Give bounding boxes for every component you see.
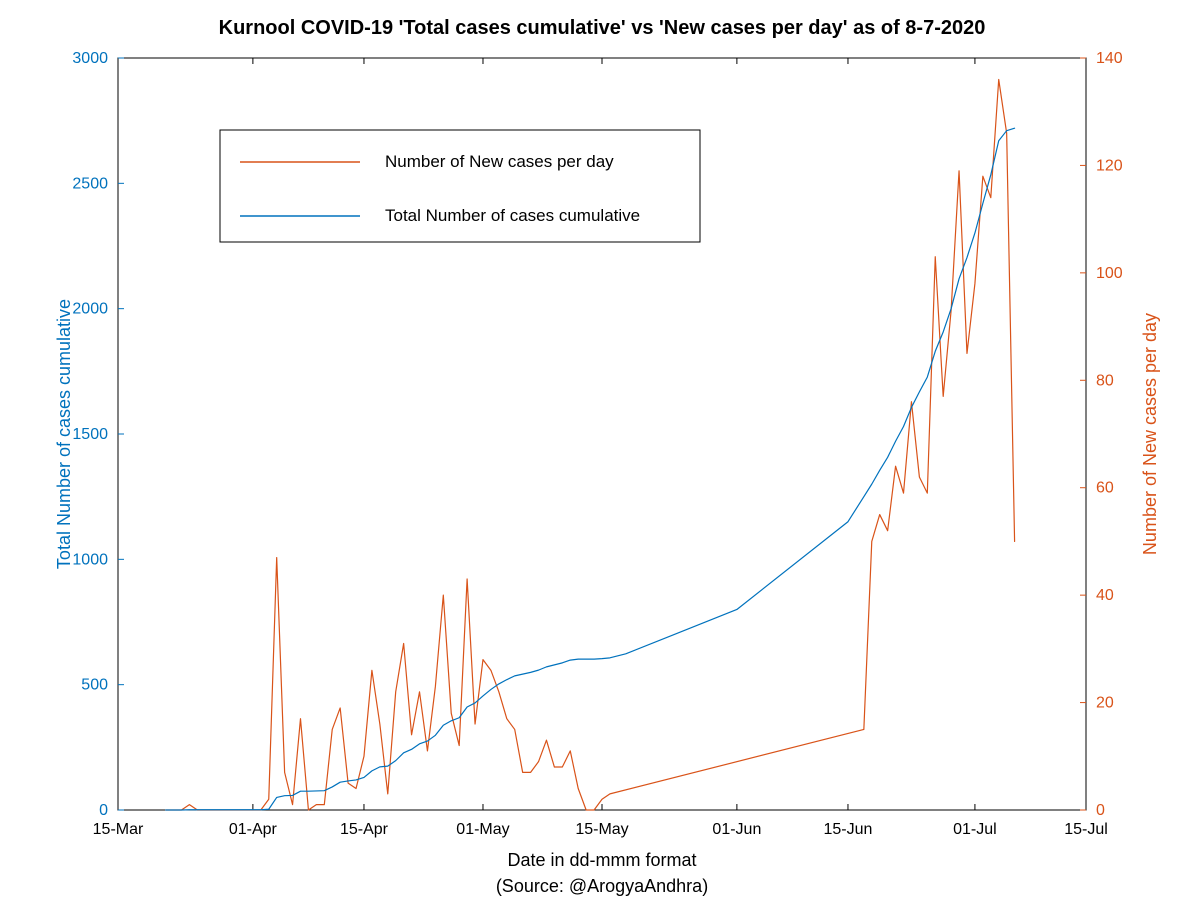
legend-box — [220, 130, 700, 242]
x-axis-label-line2: (Source: @ArogyaAndhra) — [496, 876, 708, 896]
x-tick-label: 15-Jul — [1064, 821, 1108, 838]
y-left-tick-label: 3000 — [72, 50, 108, 67]
x-tick-label: 01-Jun — [712, 821, 761, 838]
x-tick-label: 15-May — [575, 821, 628, 838]
y-left-tick-label: 1000 — [72, 551, 108, 568]
y-right-tick-label: 60 — [1096, 480, 1114, 497]
y-right-tick-label: 140 — [1096, 50, 1123, 67]
x-axis-label-line1: Date in dd-mmm format — [507, 850, 696, 870]
y-right-tick-label: 120 — [1096, 157, 1123, 174]
x-tick-label: 15-Jun — [824, 821, 873, 838]
y-left-axis-label: Total Number of cases cumulative — [54, 299, 74, 569]
y-right-tick-label: 100 — [1096, 265, 1123, 282]
y-left-tick-label: 0 — [99, 802, 108, 819]
y-left-tick-label: 500 — [81, 677, 108, 694]
x-tick-label: 01-May — [456, 821, 509, 838]
y-left-tick-label: 1500 — [72, 426, 108, 443]
chart-container: Kurnool COVID-19 'Total cases cumulative… — [0, 0, 1200, 900]
legend-label: Number of New cases per day — [385, 152, 614, 171]
y-right-tick-label: 0 — [1096, 802, 1105, 819]
x-tick-label: 15-Apr — [340, 821, 389, 838]
y-left-tick-label: 2500 — [72, 175, 108, 192]
x-tick-label: 01-Jul — [953, 821, 997, 838]
x-tick-label: 15-Mar — [93, 821, 144, 838]
y-right-axis-label: Number of New cases per day — [1140, 313, 1160, 555]
legend-label: Total Number of cases cumulative — [385, 206, 640, 225]
y-right-tick-label: 80 — [1096, 372, 1114, 389]
y-right-tick-label: 40 — [1096, 587, 1114, 604]
chart-svg: Kurnool COVID-19 'Total cases cumulative… — [0, 0, 1200, 900]
y-right-tick-label: 20 — [1096, 695, 1114, 712]
chart-title: Kurnool COVID-19 'Total cases cumulative… — [219, 17, 986, 39]
y-left-tick-label: 2000 — [72, 301, 108, 318]
x-tick-label: 01-Apr — [229, 821, 278, 838]
